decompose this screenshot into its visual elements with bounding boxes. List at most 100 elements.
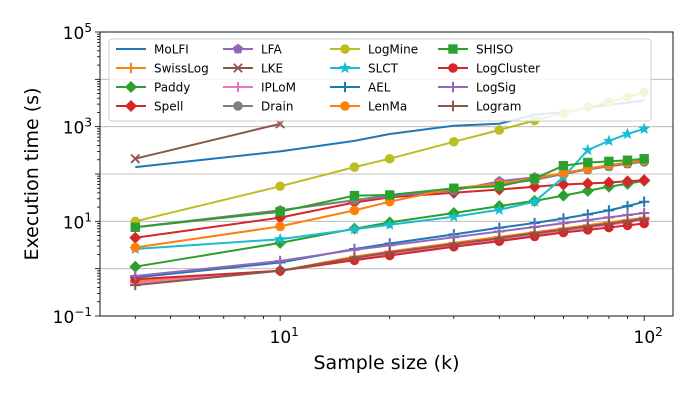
data-point-logsig	[130, 270, 141, 282]
y-tick-label: 103	[63, 116, 92, 139]
legend-box	[108, 38, 652, 122]
data-point-logram	[349, 252, 360, 263]
x-axis-label: Sample size (k)	[314, 352, 460, 374]
data-point-logram	[448, 238, 460, 250]
data-point-shiso	[275, 206, 285, 217]
legend-label-ael: AEL	[368, 81, 391, 95]
data-point-spell	[528, 180, 541, 193]
data-point-logmine	[349, 162, 360, 172]
legend-marker-logmine	[340, 44, 350, 54]
legend-item-logcluster: LogCluster	[438, 62, 540, 76]
data-point-lenma	[275, 221, 285, 232]
data-point-logram	[558, 224, 569, 235]
data-point-shiso	[385, 190, 395, 200]
data-point-shiso	[583, 157, 593, 168]
data-point-logram	[529, 228, 540, 239]
legend: MoLFI SwissLog Paddy Spell LFA LKE IPLoM Drain L…	[108, 38, 652, 122]
data-point-paddy	[581, 184, 594, 197]
legend-label-paddy: Paddy	[154, 81, 190, 95]
series-lines	[129, 87, 651, 291]
legend-label-logram: Logram	[476, 100, 521, 114]
data-point-shiso	[529, 173, 540, 184]
series-logram	[130, 213, 650, 291]
data-point-logram	[638, 213, 650, 225]
data-point-logram	[384, 247, 395, 258]
data-point-shiso	[349, 190, 360, 201]
data-point-shiso	[622, 155, 633, 165]
legend-marker-swisslog	[125, 62, 137, 74]
data-point-spell	[621, 175, 634, 188]
legend-marker-iplom	[232, 81, 244, 93]
data-point-spell	[602, 176, 615, 189]
x-tick-label: 102	[634, 325, 663, 348]
data-point-logram	[603, 218, 615, 229]
data-point-logmine	[275, 181, 285, 192]
data-point-lenma	[130, 242, 141, 253]
data-point-spell	[638, 174, 651, 187]
data-point-logram	[494, 233, 505, 244]
axis-ticks: 10−1 101 103 105 101 102	[53, 21, 663, 348]
data-point-logmine	[384, 153, 395, 164]
data-point-slct	[274, 232, 287, 245]
legend-item-logmine: LogMine	[330, 43, 418, 57]
legend-label-drain: Drain	[261, 100, 293, 114]
data-point-shiso	[449, 183, 459, 193]
data-point-spell	[581, 177, 594, 190]
data-point-paddy	[557, 189, 570, 202]
legend-marker-paddy	[124, 80, 138, 94]
legend-item-molfi: MoLFI	[116, 43, 189, 57]
legend-marker-shiso	[448, 44, 458, 54]
data-point-slct	[602, 134, 615, 147]
data-point-slct	[621, 127, 634, 140]
legend-marker-logram	[447, 100, 459, 112]
data-point-ael	[638, 196, 650, 207]
legend-marker-lfa	[232, 43, 244, 54]
data-point-slct	[447, 210, 460, 222]
legend-marker-slct	[338, 61, 352, 74]
legend-label-logsig: LogSig	[476, 81, 516, 95]
legend-item-iplom: IPLoM	[223, 81, 296, 95]
data-point-spell	[557, 178, 570, 191]
y-tick-label: 101	[63, 210, 92, 233]
data-point-shiso	[604, 156, 614, 167]
data-point-lenma	[349, 205, 360, 216]
data-point-slct	[348, 222, 361, 235]
legend-label-molfi: MoLFI	[154, 43, 189, 57]
legend-marker-logcluster	[448, 63, 458, 73]
legend-item-paddy: Paddy	[116, 81, 190, 95]
y-axis-label: Execution time (s)	[21, 88, 43, 261]
legend-item-slct: SLCT	[330, 62, 399, 76]
legend-item-lfa: LFA	[223, 43, 282, 57]
data-point-slct	[528, 195, 541, 207]
data-point-slct	[581, 143, 594, 156]
legend-marker-lenma	[340, 101, 350, 111]
legend-label-swisslog: SwissLog	[154, 62, 209, 76]
data-point-logram	[274, 265, 286, 277]
data-point-lke	[130, 153, 141, 164]
data-point-ael	[622, 200, 633, 212]
series-shiso	[130, 154, 649, 232]
legend-marker-ael	[339, 81, 351, 93]
legend-marker-spell	[124, 99, 138, 113]
legend-label-spell: Spell	[154, 100, 183, 114]
data-point-logram	[130, 279, 141, 291]
data-point-slct	[493, 203, 506, 215]
legend-label-lke: LKE	[261, 62, 283, 76]
data-point-logsig	[274, 255, 286, 267]
legend-item-logram: Logram	[438, 100, 521, 114]
data-point-shiso	[130, 222, 140, 232]
legend-marker-logsig	[447, 81, 459, 93]
data-point-logram	[622, 215, 633, 227]
legend-label-lfa: LFA	[261, 43, 282, 57]
legend-marker-drain	[233, 101, 243, 111]
x-tick-label: 101	[270, 325, 299, 348]
y-tick-label: 10−1	[53, 305, 92, 328]
series-line-lke	[135, 122, 281, 160]
legend-item-ael: AEL	[330, 81, 391, 95]
legend-item-lenma: LenMa	[330, 100, 407, 114]
y-tick-label: 105	[63, 21, 92, 44]
legend-item-spell: Spell	[116, 100, 183, 114]
data-point-logmine	[449, 136, 459, 147]
legend-label-iplom: IPLoM	[261, 81, 296, 95]
